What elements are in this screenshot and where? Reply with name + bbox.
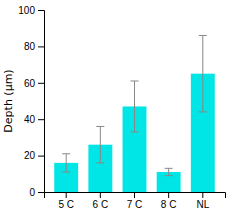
bars — [54, 35, 215, 192]
y-tick: 80 — [24, 41, 44, 52]
x-tick: 7 C — [127, 192, 143, 210]
x-tick: 8 C — [161, 192, 177, 210]
y-tick-mark — [38, 10, 44, 11]
y-tick: 20 — [24, 150, 44, 161]
x-tick-label: NL — [196, 199, 209, 210]
y-tick-label: 100 — [18, 5, 35, 16]
x-tick-label: 7 C — [127, 199, 143, 210]
x-tick-mark — [100, 192, 101, 198]
y-tick-mark — [38, 156, 44, 157]
x-tick-mark — [66, 192, 67, 198]
y-tick-mark — [38, 46, 44, 47]
x-tick-label: 6 C — [93, 199, 109, 210]
y-tick-mark — [38, 83, 44, 84]
error-bar — [199, 35, 207, 111]
y-axis-title: Depth (μm) — [2, 69, 15, 132]
y-tick-label: 80 — [24, 41, 36, 52]
error-bar — [96, 126, 104, 162]
y-tick-label: 0 — [29, 187, 35, 198]
x-tick-mark — [168, 192, 169, 198]
chart: 0 20 40 60 80 100 5 C 6 C 7 C 8 C NL Depth (μm) — [0, 0, 233, 216]
y-tick: 100 — [18, 5, 44, 16]
y-tick-mark — [38, 119, 44, 120]
y-tick-mark — [38, 192, 44, 193]
error-bar — [165, 168, 173, 175]
y-tick-label: 20 — [24, 150, 36, 161]
x-tick-label: 8 C — [161, 199, 177, 210]
y-tick: 60 — [24, 78, 44, 89]
x-tick-mark — [134, 192, 135, 198]
x-axis: 5 C 6 C 7 C 8 C NL — [45, 192, 226, 210]
x-tick-label: 5 C — [58, 199, 74, 210]
x-tick: NL — [196, 192, 209, 210]
y-axis-line — [38, 11, 45, 193]
x-tick-mark — [202, 192, 203, 198]
y-tick-label: 40 — [24, 114, 36, 125]
x-tick: 6 C — [93, 192, 109, 210]
y-tick: 0 — [29, 187, 44, 198]
x-axis-line — [45, 193, 226, 199]
error-bar — [131, 81, 139, 132]
y-axis: 0 20 40 60 80 100 — [18, 5, 44, 198]
error-bar — [62, 154, 70, 172]
x-tick: 5 C — [58, 192, 74, 210]
y-tick-label: 60 — [24, 78, 36, 89]
plot: 0 20 40 60 80 100 5 C 6 C 7 C 8 C NL — [18, 5, 225, 210]
y-tick: 40 — [24, 114, 44, 125]
